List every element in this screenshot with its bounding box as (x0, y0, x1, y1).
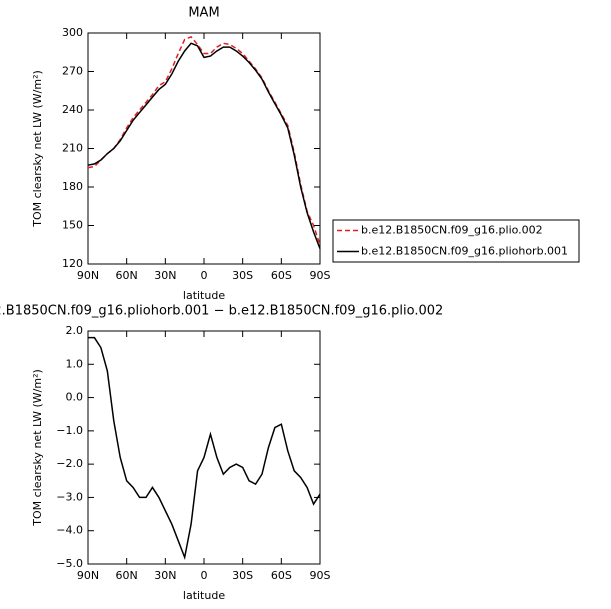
x-tick-label: 0 (201, 569, 208, 582)
y-tick-label: 270 (62, 65, 83, 78)
y-tick-label: 180 (62, 180, 83, 193)
x-tick-label: 60S (271, 569, 292, 582)
legend-box (332, 219, 580, 263)
data-line (88, 336, 321, 561)
y-tick-label: 240 (62, 103, 83, 116)
y-tick-label: 120 (62, 257, 83, 270)
x-axis-label: latitude (183, 589, 225, 602)
y-tick-label: −1.0 (56, 424, 83, 437)
y-tick-label: 210 (62, 142, 83, 155)
x-axis-label: latitude (183, 289, 225, 302)
x-tick-label: 0 (201, 269, 208, 282)
y-tick-label: −5.0 (56, 557, 83, 570)
y-tick-label: −4.0 (56, 524, 83, 537)
y-axis-label: TOM clearsky net LW (W/m²) (31, 369, 44, 527)
x-tick-label: 60N (116, 569, 138, 582)
x-tick-label: 30S (232, 269, 253, 282)
x-tick-label: 90N (77, 269, 99, 282)
x-tick-label: 30N (154, 269, 176, 282)
x-tick-label: 30N (154, 569, 176, 582)
legend-label: b.e12.B1850CN.f09_g16.plio.002 (361, 224, 543, 237)
chart-title: MAM (188, 6, 219, 21)
x-tick-label: 90S (310, 269, 331, 282)
y-tick-label: 0.0 (66, 391, 84, 404)
y-tick-label: 1.0 (66, 357, 84, 370)
data-line (87, 35, 321, 245)
x-tick-label: 30S (232, 569, 253, 582)
plot-frame (87, 32, 321, 265)
legend-label: b.e12.B1850CN.f09_g16.pliohorb.001 (361, 245, 568, 258)
y-tick-label: 150 (62, 219, 83, 232)
plot-frame (87, 330, 321, 565)
chart-title: b.e12.B1850CN.f09_g16.pliohorb.001 − b.e… (0, 304, 443, 319)
x-tick-label: 60N (116, 269, 138, 282)
y-axis-label: TOM clearsky net LW (W/m²) (31, 70, 44, 228)
x-tick-label: 90S (310, 569, 331, 582)
y-tick-label: 300 (62, 26, 83, 39)
y-tick-label: 2.0 (66, 324, 84, 337)
y-tick-label: −2.0 (56, 457, 83, 470)
y-tick-label: −3.0 (56, 490, 83, 503)
data-line (87, 42, 321, 249)
x-tick-label: 90N (77, 569, 99, 582)
x-tick-label: 60S (271, 269, 292, 282)
